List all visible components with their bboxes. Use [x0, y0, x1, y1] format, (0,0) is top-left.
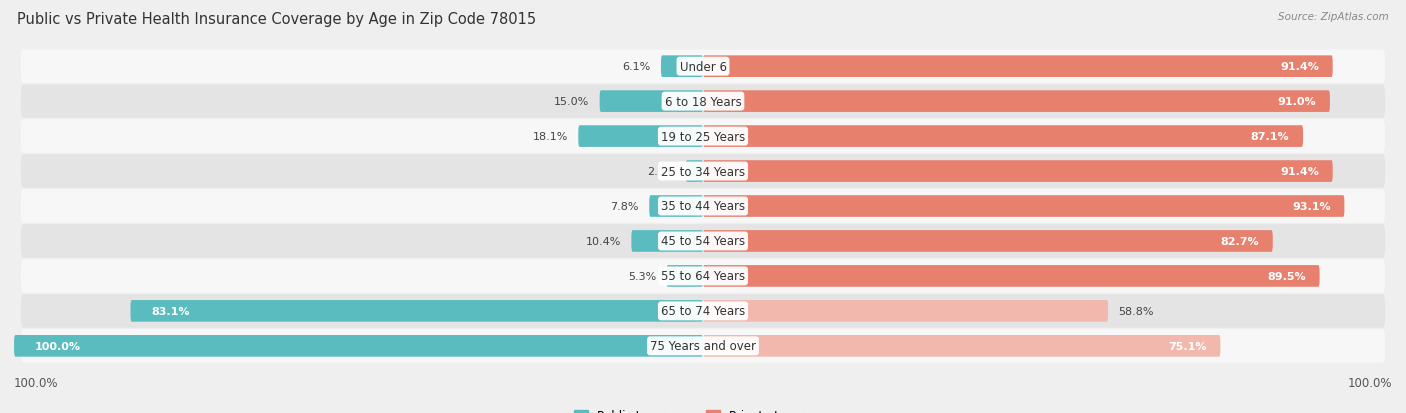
Text: 65 to 74 Years: 65 to 74 Years — [661, 305, 745, 318]
FancyBboxPatch shape — [21, 50, 1385, 84]
Text: 19 to 25 Years: 19 to 25 Years — [661, 130, 745, 143]
Text: 100.0%: 100.0% — [1347, 376, 1392, 389]
FancyBboxPatch shape — [131, 300, 703, 322]
Text: 10.4%: 10.4% — [586, 236, 621, 247]
Text: 82.7%: 82.7% — [1220, 236, 1258, 247]
FancyBboxPatch shape — [650, 196, 703, 217]
Text: 18.1%: 18.1% — [533, 132, 568, 142]
FancyBboxPatch shape — [703, 56, 1333, 78]
FancyBboxPatch shape — [703, 300, 1108, 322]
Text: Source: ZipAtlas.com: Source: ZipAtlas.com — [1278, 12, 1389, 22]
Text: 5.3%: 5.3% — [628, 271, 657, 281]
Text: 75 Years and over: 75 Years and over — [650, 339, 756, 352]
FancyBboxPatch shape — [21, 120, 1385, 154]
FancyBboxPatch shape — [703, 161, 1333, 183]
FancyBboxPatch shape — [686, 161, 703, 183]
Text: 91.4%: 91.4% — [1279, 166, 1319, 177]
FancyBboxPatch shape — [703, 196, 1344, 217]
Text: 75.1%: 75.1% — [1168, 341, 1206, 351]
FancyBboxPatch shape — [661, 56, 703, 78]
FancyBboxPatch shape — [666, 266, 703, 287]
FancyBboxPatch shape — [14, 335, 703, 357]
Text: 91.0%: 91.0% — [1278, 97, 1316, 107]
FancyBboxPatch shape — [703, 335, 1220, 357]
Text: 45 to 54 Years: 45 to 54 Years — [661, 235, 745, 248]
Text: 6.1%: 6.1% — [623, 62, 651, 72]
Legend: Public Insurance, Private Insurance: Public Insurance, Private Insurance — [569, 404, 837, 413]
FancyBboxPatch shape — [21, 329, 1385, 363]
Text: Public vs Private Health Insurance Coverage by Age in Zip Code 78015: Public vs Private Health Insurance Cover… — [17, 12, 536, 27]
Text: 100.0%: 100.0% — [35, 341, 80, 351]
FancyBboxPatch shape — [21, 190, 1385, 223]
FancyBboxPatch shape — [703, 126, 1303, 147]
Text: 15.0%: 15.0% — [554, 97, 589, 107]
Text: 100.0%: 100.0% — [14, 376, 59, 389]
FancyBboxPatch shape — [703, 266, 1320, 287]
FancyBboxPatch shape — [21, 225, 1385, 258]
Text: 58.8%: 58.8% — [1118, 306, 1154, 316]
Text: 2.5%: 2.5% — [647, 166, 675, 177]
FancyBboxPatch shape — [21, 294, 1385, 328]
Text: 35 to 44 Years: 35 to 44 Years — [661, 200, 745, 213]
Text: Under 6: Under 6 — [679, 61, 727, 74]
FancyBboxPatch shape — [21, 85, 1385, 119]
Text: 91.4%: 91.4% — [1279, 62, 1319, 72]
Text: 25 to 34 Years: 25 to 34 Years — [661, 165, 745, 178]
FancyBboxPatch shape — [578, 126, 703, 147]
FancyBboxPatch shape — [703, 91, 1330, 113]
Text: 7.8%: 7.8% — [610, 202, 638, 211]
Text: 6 to 18 Years: 6 to 18 Years — [665, 95, 741, 108]
Text: 89.5%: 89.5% — [1267, 271, 1306, 281]
Text: 93.1%: 93.1% — [1292, 202, 1330, 211]
FancyBboxPatch shape — [21, 259, 1385, 293]
FancyBboxPatch shape — [631, 230, 703, 252]
Text: 55 to 64 Years: 55 to 64 Years — [661, 270, 745, 283]
FancyBboxPatch shape — [21, 155, 1385, 188]
FancyBboxPatch shape — [599, 91, 703, 113]
Text: 83.1%: 83.1% — [152, 306, 190, 316]
FancyBboxPatch shape — [703, 230, 1272, 252]
Text: 87.1%: 87.1% — [1251, 132, 1289, 142]
